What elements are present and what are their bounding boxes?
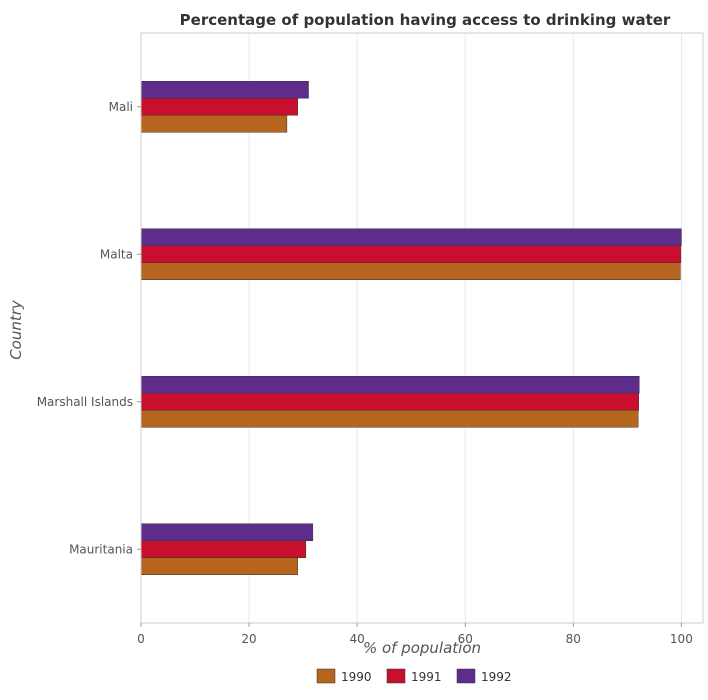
bars-layer xyxy=(140,81,682,575)
y-tick-label: Mali xyxy=(109,100,133,114)
legend-swatch-1992 xyxy=(456,668,476,684)
y-ticks: Mali Malta Marshall Islands Mauritania xyxy=(37,100,141,556)
chart-title: Percentage of population having access t… xyxy=(180,11,671,29)
x-tick-label: 40 xyxy=(350,632,365,646)
y-tick-label: Malta xyxy=(100,247,133,261)
legend-label-1991: 1991 xyxy=(411,670,442,684)
bar-1991-mauritania xyxy=(140,540,307,558)
bar-1990-malta xyxy=(140,262,681,280)
y-axis-label: Country xyxy=(7,299,25,360)
plot-frame xyxy=(140,32,704,624)
x-tick-label: 20 xyxy=(241,632,256,646)
bar-1991-marshall-islands xyxy=(140,393,639,411)
x-tick-label: 80 xyxy=(566,632,581,646)
bar-1992-malta xyxy=(140,228,682,246)
x-tick-label: 60 xyxy=(458,632,473,646)
bar-1990-mali xyxy=(140,115,288,133)
y-tick-label: Marshall Islands xyxy=(37,395,133,409)
y-tick-label: Mauritania xyxy=(69,542,133,556)
bar-1992-mauritania xyxy=(140,523,314,541)
legend-swatch-1990 xyxy=(316,668,336,684)
bar-1990-mauritania xyxy=(140,557,298,575)
bar-1991-mali xyxy=(140,98,298,116)
bar-1990-marshall-islands xyxy=(140,410,639,428)
legend-label-1992: 1992 xyxy=(481,670,512,684)
x-axis-label: % of population xyxy=(363,639,481,657)
x-tick-label: 100 xyxy=(670,632,693,646)
legend-swatch-1991 xyxy=(386,668,406,684)
bar-1992-marshall-islands xyxy=(140,376,640,394)
legend: 1990 1991 1992 xyxy=(316,668,512,684)
legend-label-1990: 1990 xyxy=(341,670,372,684)
x-tick-label: 0 xyxy=(137,632,145,646)
bar-1992-mali xyxy=(140,81,309,99)
bar-1991-malta xyxy=(140,245,682,263)
x-ticks: 0 20 40 60 80 100 xyxy=(137,623,693,646)
